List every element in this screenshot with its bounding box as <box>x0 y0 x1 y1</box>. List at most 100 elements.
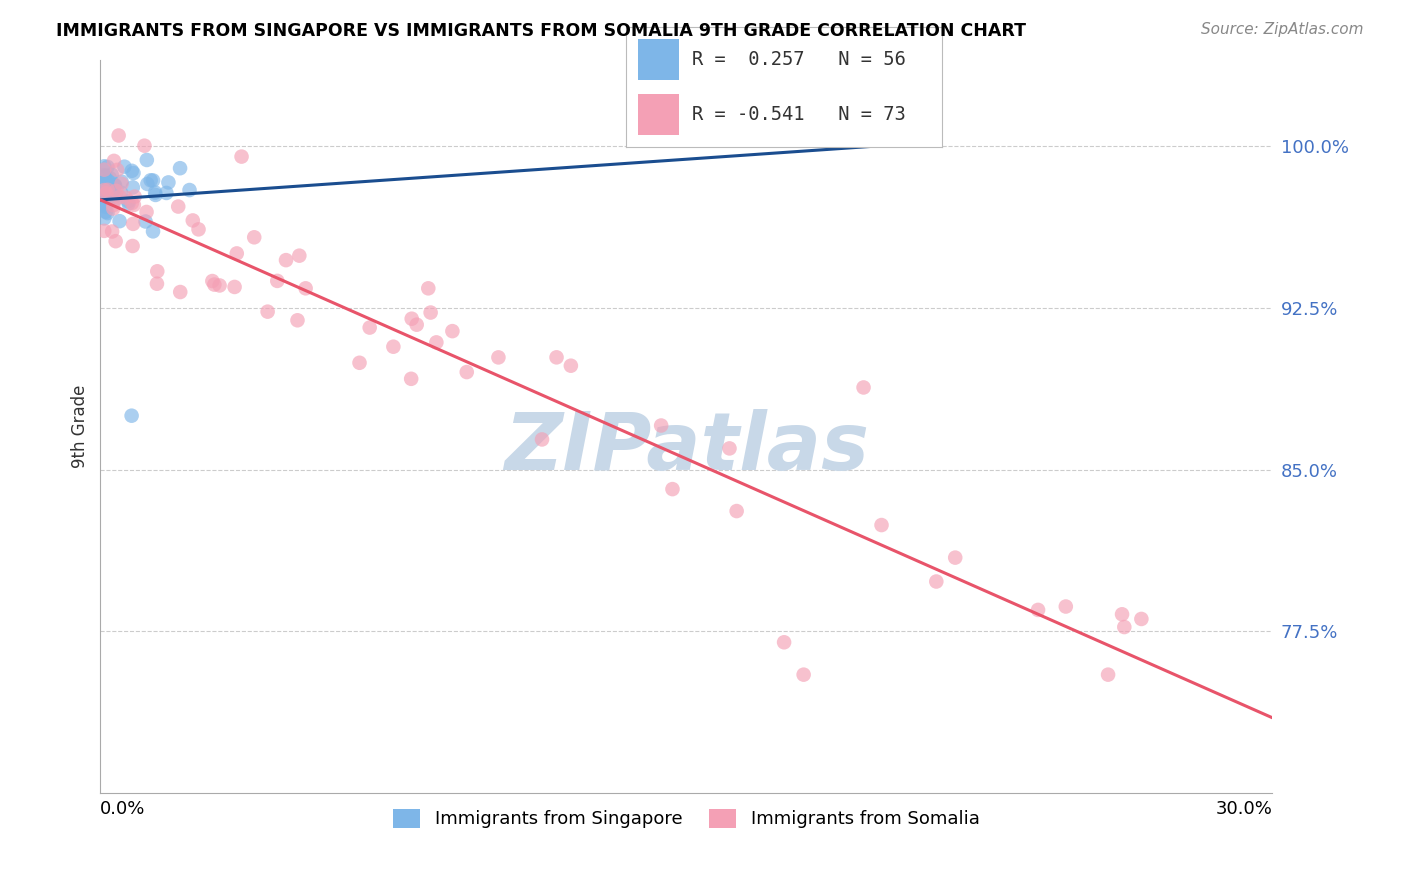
Text: 30.0%: 30.0% <box>1216 800 1272 818</box>
Point <box>93 159 115 173</box>
Point <box>121 409 143 423</box>
Point <box>155 186 177 200</box>
Point <box>122 217 145 231</box>
Point <box>852 380 875 394</box>
Point <box>104 188 127 202</box>
Point <box>425 335 447 350</box>
Point <box>1111 607 1133 622</box>
Point <box>93 224 115 238</box>
Point <box>718 442 741 456</box>
Point <box>925 574 948 589</box>
Point <box>98 179 121 194</box>
Point <box>93 194 115 208</box>
Point <box>231 150 253 164</box>
Text: R = -0.541   N = 73: R = -0.541 N = 73 <box>692 105 905 124</box>
Point <box>530 433 553 447</box>
Point <box>121 163 143 178</box>
Point <box>419 305 441 319</box>
Point <box>108 214 131 228</box>
Text: Source: ZipAtlas.com: Source: ZipAtlas.com <box>1201 22 1364 37</box>
Point <box>103 178 125 193</box>
Point <box>142 224 165 238</box>
Point <box>146 277 169 291</box>
Point <box>96 206 118 220</box>
Point <box>294 281 316 295</box>
Point <box>382 340 405 354</box>
Point <box>97 172 120 186</box>
Point <box>104 178 127 193</box>
Point <box>96 160 118 174</box>
Point <box>135 205 157 219</box>
Point <box>266 274 288 288</box>
Point <box>169 285 191 299</box>
Point <box>157 176 180 190</box>
Y-axis label: 9th Grade: 9th Grade <box>72 384 89 468</box>
Point <box>117 196 139 211</box>
Point <box>93 186 115 201</box>
Point <box>202 277 225 292</box>
Text: 0.0%: 0.0% <box>100 800 146 818</box>
Point <box>104 189 127 203</box>
Point <box>122 166 145 180</box>
Point <box>96 186 118 201</box>
Point <box>725 504 748 518</box>
Bar <box>638 38 679 79</box>
Point <box>112 160 135 174</box>
Point <box>441 324 464 338</box>
Point <box>1097 667 1119 681</box>
Point <box>870 518 893 533</box>
Point <box>1114 620 1136 634</box>
Point <box>224 280 246 294</box>
Point <box>107 128 129 143</box>
Point <box>179 183 201 197</box>
Point <box>117 194 139 209</box>
Point <box>103 202 125 216</box>
Bar <box>638 95 679 136</box>
Point <box>359 320 381 334</box>
Point <box>105 184 128 198</box>
Point <box>103 153 125 168</box>
Point <box>110 186 132 200</box>
Point <box>97 183 120 197</box>
Point <box>114 191 136 205</box>
Point <box>181 213 204 227</box>
Point <box>93 198 115 212</box>
Point <box>93 175 115 189</box>
Text: ZIPatlas: ZIPatlas <box>503 409 869 488</box>
Point <box>121 180 143 194</box>
Point <box>546 351 568 365</box>
Point <box>142 173 165 187</box>
Point <box>98 171 121 186</box>
Point <box>93 168 115 182</box>
Point <box>405 318 427 332</box>
Point <box>287 313 309 327</box>
Point <box>274 253 297 268</box>
Point <box>418 281 440 295</box>
Point <box>124 189 146 203</box>
Point <box>103 190 125 204</box>
Point <box>122 198 145 212</box>
Point <box>104 178 127 193</box>
Point <box>134 138 156 153</box>
Point <box>108 190 131 204</box>
Point <box>136 177 159 191</box>
Point <box>399 372 422 386</box>
Point <box>93 180 115 194</box>
Point <box>167 200 190 214</box>
Point <box>456 365 478 379</box>
Point <box>121 239 143 253</box>
Point <box>560 359 582 373</box>
Point <box>93 187 115 202</box>
Point <box>143 186 166 200</box>
Point <box>103 198 125 212</box>
Point <box>187 222 209 236</box>
Point <box>121 196 143 211</box>
Point <box>661 482 683 496</box>
Point <box>288 249 311 263</box>
Point <box>201 274 224 288</box>
Point <box>104 234 127 248</box>
Point <box>93 189 115 203</box>
Point <box>145 188 167 202</box>
Point <box>1054 599 1077 614</box>
Point <box>486 351 509 365</box>
